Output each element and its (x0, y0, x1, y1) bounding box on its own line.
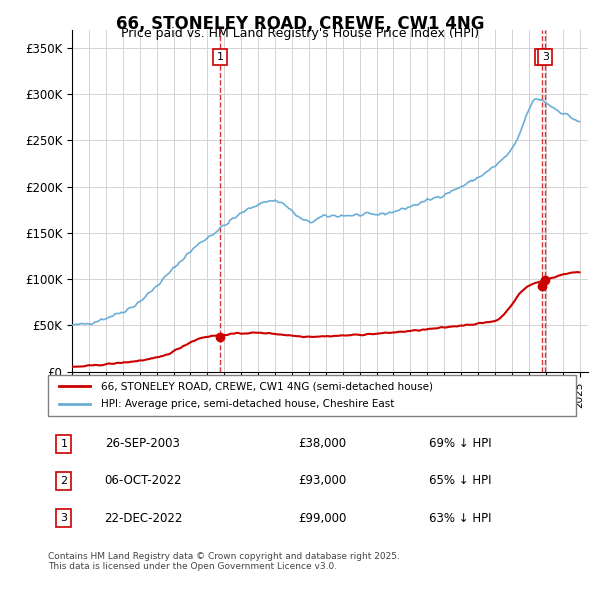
Text: £93,000: £93,000 (298, 474, 347, 487)
Text: £38,000: £38,000 (298, 437, 347, 450)
Text: Price paid vs. HM Land Registry's House Price Index (HPI): Price paid vs. HM Land Registry's House … (121, 27, 479, 40)
Text: 63% ↓ HPI: 63% ↓ HPI (428, 512, 491, 525)
Text: 3: 3 (542, 52, 548, 62)
Text: 2: 2 (60, 476, 67, 486)
Text: 22-DEC-2022: 22-DEC-2022 (104, 512, 182, 525)
Text: 1: 1 (61, 439, 67, 448)
Text: 65% ↓ HPI: 65% ↓ HPI (428, 474, 491, 487)
Text: 66, STONELEY ROAD, CREWE, CW1 4NG (semi-detached house): 66, STONELEY ROAD, CREWE, CW1 4NG (semi-… (101, 381, 433, 391)
Text: £99,000: £99,000 (298, 512, 347, 525)
Text: 2: 2 (538, 52, 545, 62)
Text: 66, STONELEY ROAD, CREWE, CW1 4NG: 66, STONELEY ROAD, CREWE, CW1 4NG (116, 15, 484, 33)
Text: Contains HM Land Registry data © Crown copyright and database right 2025.
This d: Contains HM Land Registry data © Crown c… (48, 552, 400, 571)
FancyBboxPatch shape (48, 375, 576, 416)
Text: HPI: Average price, semi-detached house, Cheshire East: HPI: Average price, semi-detached house,… (101, 399, 394, 409)
Text: 26-SEP-2003: 26-SEP-2003 (106, 437, 181, 450)
Text: 69% ↓ HPI: 69% ↓ HPI (428, 437, 491, 450)
Text: 3: 3 (61, 513, 67, 523)
Text: 06-OCT-2022: 06-OCT-2022 (104, 474, 182, 487)
Text: 1: 1 (217, 52, 223, 62)
